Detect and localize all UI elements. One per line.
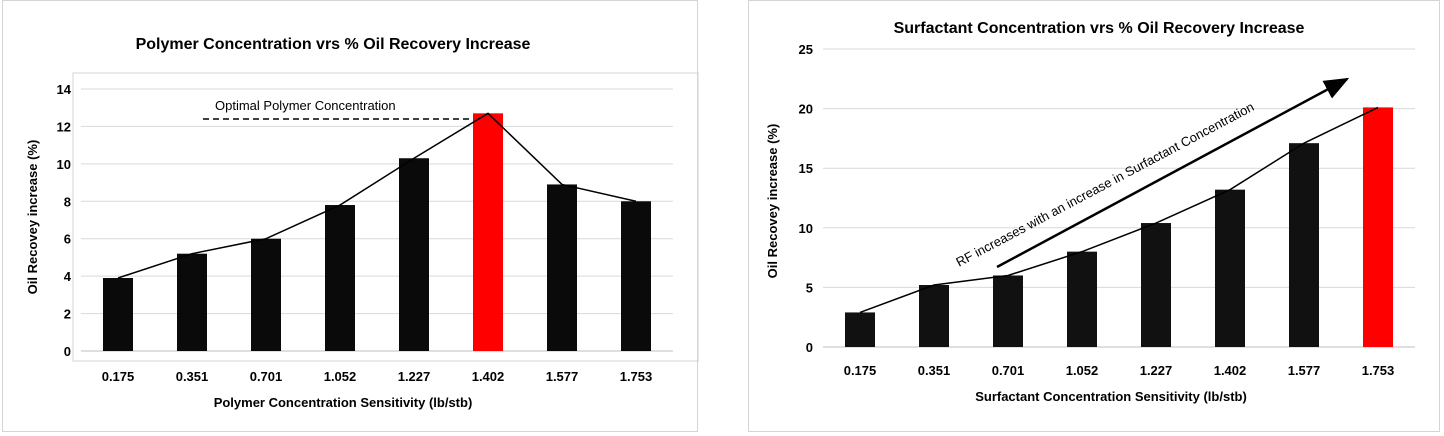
x-tick-labels: 0.175 0.351 0.701 1.052 1.227 1.402 1.577 1.753 (844, 363, 1395, 378)
trend-line (117, 112, 637, 279)
bar (325, 205, 355, 351)
x-tick-label: 1.753 (620, 369, 653, 384)
y-axis-label: Oil Recovey increase (%) (765, 124, 780, 279)
x-tick-label: 1.402 (472, 369, 505, 384)
y-tick-label: 25 (799, 42, 813, 57)
bar (1067, 251, 1097, 347)
trend-arrow (996, 77, 1350, 269)
x-tick-label: 1.227 (1140, 363, 1173, 378)
x-tick-label: 1.402 (1214, 363, 1247, 378)
gridlines (81, 88, 673, 352)
x-tick-label: 1.052 (1066, 363, 1099, 378)
optimal-annotation: Optimal Polymer Concentration (215, 98, 396, 113)
y-tick-label: 5 (806, 280, 813, 295)
x-tick-labels: 0.175 0.351 0.701 1.052 1.227 1.402 1.577 1.753 (102, 369, 653, 384)
chart-title: Surfactant Concentration vrs % Oil Recov… (894, 20, 1305, 37)
x-tick-label: 1.753 (1362, 363, 1395, 378)
y-tick-label: 2 (64, 307, 71, 322)
y-tick-label: 10 (799, 221, 813, 236)
bar (1215, 189, 1245, 347)
surfactant-chart: Surfactant Concentration vrs % Oil Recov… (765, 20, 1415, 404)
x-tick-label: 1.577 (1288, 363, 1321, 378)
bars (103, 113, 651, 351)
polymer-chart-panel: Polymer Concentration vrs % Oil Recovery… (2, 0, 699, 432)
y-tick-label: 4 (64, 269, 72, 284)
bars (845, 107, 1393, 348)
y-tick-label: 14 (57, 82, 72, 97)
plot-area-frame (72, 72, 699, 362)
bar (1141, 223, 1171, 347)
y-tick-label: 6 (64, 232, 71, 247)
bar (919, 285, 949, 347)
y-axis-label: Oil Recovey increase (%) (25, 140, 40, 295)
y-tick-label: 0 (64, 344, 71, 359)
x-tick-label: 0.701 (250, 369, 283, 384)
bar (399, 158, 429, 351)
bar (1289, 143, 1319, 347)
y-tick-label: 15 (799, 161, 813, 176)
gridlines (823, 48, 1415, 348)
bar (993, 275, 1023, 347)
polymer-chart: Polymer Concentration vrs % Oil Recovery… (25, 36, 699, 410)
y-tick-label: 12 (57, 119, 71, 134)
x-tick-label: 1.227 (398, 369, 431, 384)
bar (845, 312, 875, 347)
surfactant-chart-panel: Surfactant Concentration vrs % Oil Recov… (748, 0, 1440, 432)
chart-title: Polymer Concentration vrs % Oil Recovery… (136, 36, 531, 53)
x-tick-label: 0.351 (176, 369, 209, 384)
bar (103, 278, 133, 351)
y-tick-label: 20 (799, 102, 813, 117)
x-axis-label: Surfactant Concentration Sensitivity (lb… (975, 389, 1247, 404)
x-axis-label: Polymer Concentration Sensitivity (lb/st… (214, 395, 473, 410)
x-tick-label: 0.175 (102, 369, 135, 384)
bar (547, 184, 577, 351)
bar-highlight (473, 113, 503, 351)
x-tick-label: 0.175 (844, 363, 877, 378)
trend-annotation: RF increases with an increase in Surfact… (953, 99, 1256, 270)
x-tick-label: 1.052 (324, 369, 357, 384)
bar (177, 253, 207, 351)
bar (621, 201, 651, 351)
y-tick-label: 8 (64, 194, 71, 209)
bar (251, 238, 281, 351)
x-tick-label: 1.577 (546, 369, 579, 384)
y-tick-labels: 0 2 4 6 8 10 12 14 (57, 82, 72, 359)
y-tick-label: 10 (57, 157, 71, 172)
y-tick-label: 0 (806, 340, 813, 355)
y-tick-labels: 0 5 10 15 20 25 (799, 42, 813, 355)
bar-highlight (1363, 107, 1393, 348)
trend-line (859, 106, 1379, 314)
x-tick-label: 0.351 (918, 363, 951, 378)
x-tick-label: 0.701 (992, 363, 1025, 378)
